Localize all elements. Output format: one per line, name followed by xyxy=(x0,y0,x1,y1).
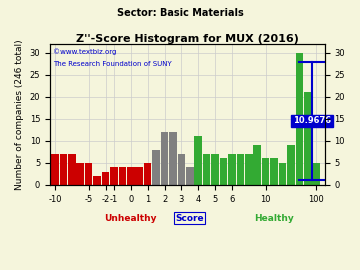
Bar xyxy=(76,163,84,185)
Bar xyxy=(296,53,303,185)
Bar xyxy=(194,136,202,185)
Text: The Research Foundation of SUNY: The Research Foundation of SUNY xyxy=(53,61,171,67)
Bar xyxy=(203,154,211,185)
Bar xyxy=(245,154,253,185)
Text: 10.9676: 10.9676 xyxy=(293,116,331,126)
Bar xyxy=(118,167,126,185)
Bar xyxy=(85,163,93,185)
Bar xyxy=(144,163,152,185)
Bar xyxy=(279,163,286,185)
Bar xyxy=(51,154,59,185)
Bar xyxy=(102,172,109,185)
Bar xyxy=(228,154,236,185)
Bar xyxy=(287,145,295,185)
Bar xyxy=(135,167,143,185)
Text: Unhealthy: Unhealthy xyxy=(104,214,157,222)
Bar xyxy=(60,154,67,185)
Text: Score: Score xyxy=(175,214,204,222)
Bar xyxy=(253,145,261,185)
Bar xyxy=(68,154,76,185)
Bar xyxy=(270,158,278,185)
Title: Z''-Score Histogram for MUX (2016): Z''-Score Histogram for MUX (2016) xyxy=(76,34,299,44)
Y-axis label: Number of companies (246 total): Number of companies (246 total) xyxy=(15,39,24,190)
Bar xyxy=(304,92,312,185)
Text: ©www.textbiz.org: ©www.textbiz.org xyxy=(53,48,116,55)
Bar xyxy=(127,167,135,185)
Bar xyxy=(262,158,269,185)
Bar xyxy=(312,163,320,185)
Text: Sector: Basic Materials: Sector: Basic Materials xyxy=(117,8,243,18)
Bar xyxy=(220,158,227,185)
Bar xyxy=(186,167,194,185)
Bar xyxy=(161,132,168,185)
Bar xyxy=(177,154,185,185)
Bar xyxy=(211,154,219,185)
Bar xyxy=(237,154,244,185)
Text: Healthy: Healthy xyxy=(254,214,294,222)
Bar xyxy=(169,132,177,185)
Bar xyxy=(152,150,160,185)
Bar xyxy=(93,176,101,185)
Bar xyxy=(110,167,118,185)
